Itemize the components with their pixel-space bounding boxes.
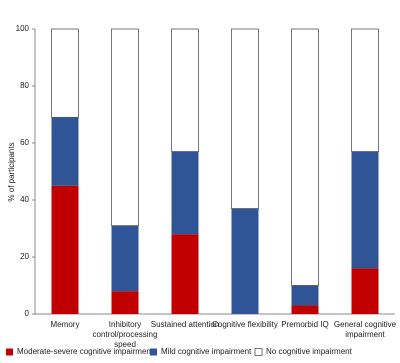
x-tick-label: Memory bbox=[50, 320, 80, 329]
y-tick-label: 0 bbox=[25, 309, 30, 318]
bar-segment bbox=[51, 28, 79, 118]
bar-segment bbox=[51, 117, 79, 186]
bar-segment bbox=[111, 291, 139, 314]
x-tick-label: General cognitive impairment bbox=[333, 320, 397, 339]
bar-segment bbox=[111, 28, 139, 227]
bar-segment bbox=[51, 185, 79, 314]
legend-label: Moderate-severe cognitive impairment bbox=[17, 347, 154, 356]
bar-segment bbox=[291, 305, 319, 314]
y-tick-label: 80 bbox=[20, 81, 29, 90]
bar-segment bbox=[231, 208, 259, 314]
y-axis-label: % of participants bbox=[7, 142, 16, 201]
x-tick-label: Sustained attention bbox=[150, 320, 220, 329]
legend-swatch bbox=[150, 348, 157, 356]
y-tick-label: 20 bbox=[20, 252, 29, 261]
x-tick-label: Cognitive flexibility bbox=[212, 320, 278, 329]
x-tick-label: Inhibitory control/processing speed bbox=[92, 320, 158, 349]
bar-segment bbox=[231, 28, 259, 209]
bar-segment bbox=[291, 28, 319, 286]
legend-label: Mild cognitive impairment bbox=[161, 347, 252, 356]
bar-segment bbox=[351, 268, 379, 314]
y-tick-label: 100 bbox=[16, 24, 30, 33]
bar-segment bbox=[291, 285, 319, 306]
legend-swatch bbox=[254, 348, 263, 356]
bar-segment bbox=[351, 28, 379, 152]
bar-segment bbox=[111, 225, 139, 292]
bar-segment bbox=[171, 234, 199, 314]
bar-segment bbox=[171, 151, 199, 235]
bar-segment bbox=[351, 151, 379, 269]
legend-swatch bbox=[6, 348, 13, 356]
y-tick-label: 60 bbox=[20, 138, 29, 147]
x-tick-label: Premorbid IQ bbox=[281, 320, 329, 329]
legend-label: No cognitive impairment bbox=[266, 347, 353, 356]
bar-segment bbox=[171, 28, 199, 152]
y-tick-label: 40 bbox=[20, 195, 29, 204]
